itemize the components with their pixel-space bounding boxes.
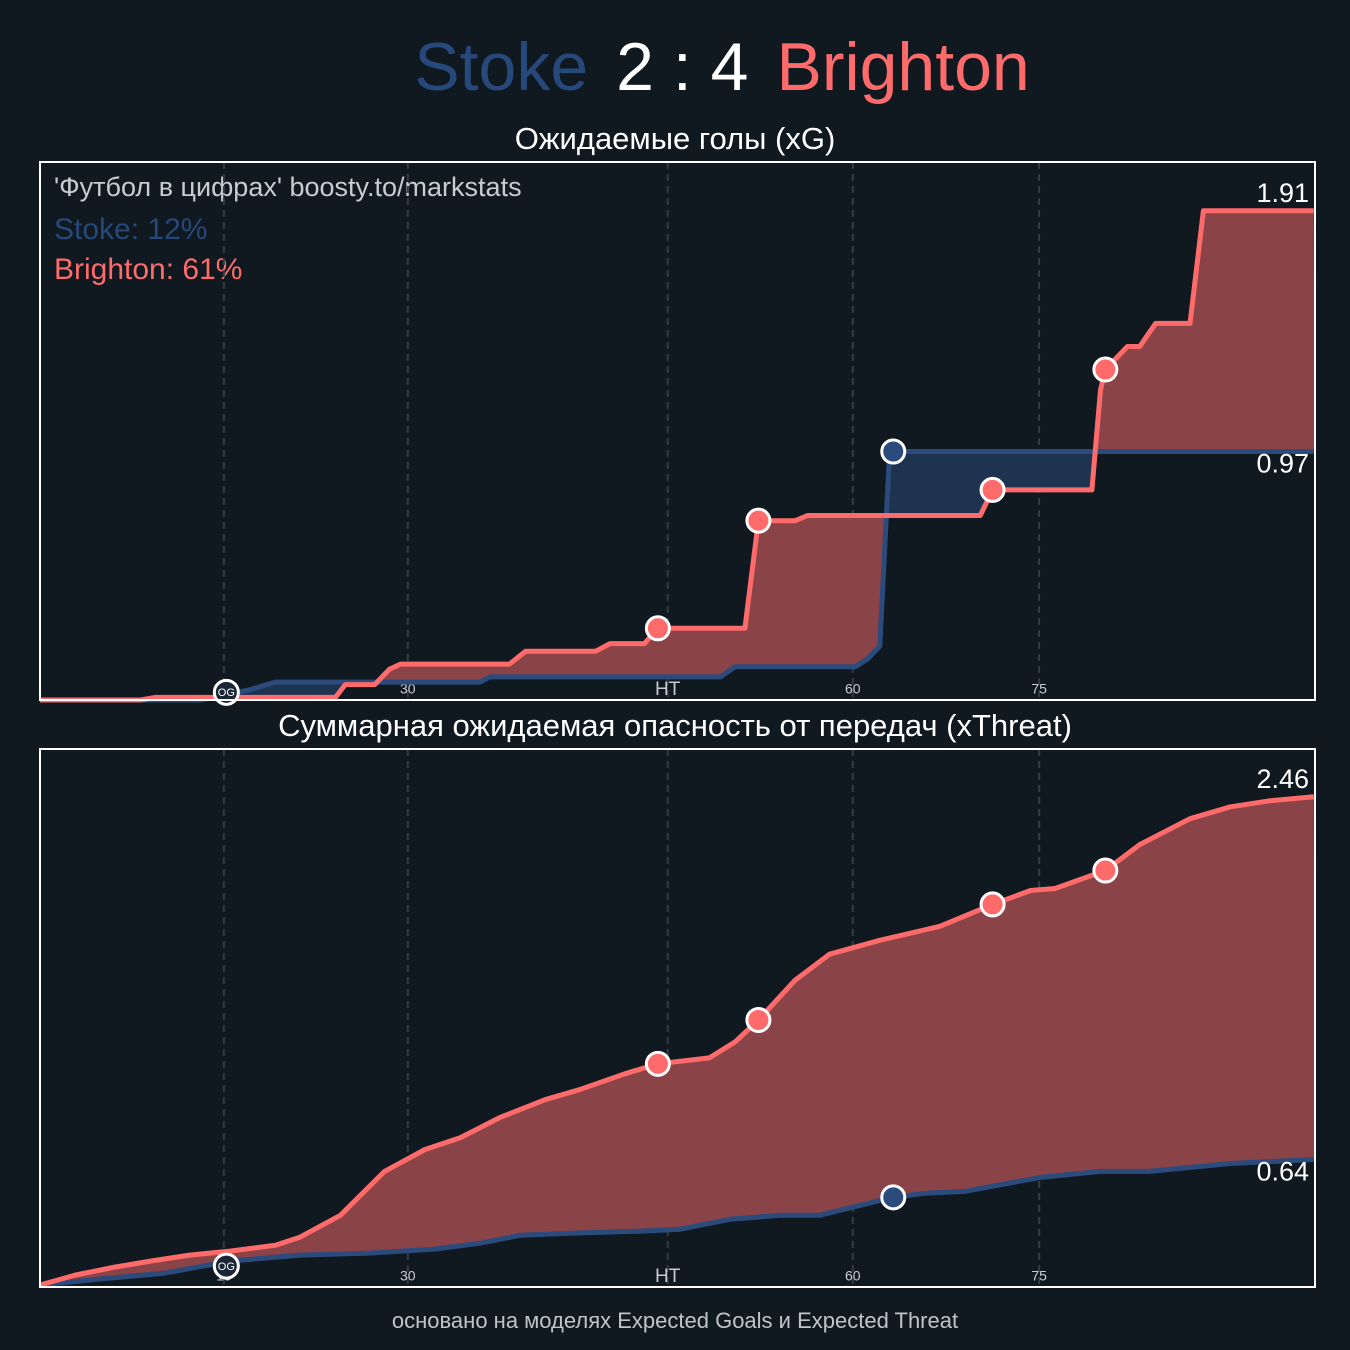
- goal-marker: [212, 1252, 240, 1280]
- goal-marker: [212, 678, 240, 706]
- x-tick-label: 75: [1031, 1268, 1047, 1284]
- lead-area: [40, 796, 1315, 1285]
- score: 2 : 4: [616, 29, 748, 105]
- away-team: Brighton: [776, 29, 1029, 105]
- panel-frame: [39, 161, 1316, 701]
- home-probability: Stoke: 12%: [54, 213, 207, 246]
- x-tick-label: 60: [845, 681, 861, 697]
- goal-label: OG: [218, 1261, 235, 1273]
- goal-marker: [979, 476, 1006, 503]
- chart-title: Ожидаемые голы (xG): [515, 121, 836, 156]
- series-line: [40, 208, 1314, 703]
- end-value-label: 2.46: [1256, 764, 1309, 794]
- goal-marker: [979, 891, 1006, 918]
- x-tick-label: 60: [845, 1268, 861, 1284]
- x-tick-label: HT: [655, 1266, 681, 1287]
- x-tick-label: 30: [400, 681, 416, 697]
- footer: основано на моделях Expected Goals и Exp…: [392, 1308, 958, 1333]
- goal-marker: [1092, 356, 1119, 383]
- goal-marker: [745, 1006, 772, 1033]
- end-value-label: 0.97: [1256, 449, 1309, 479]
- series-line: [40, 449, 1314, 703]
- goal-marker: [644, 615, 671, 642]
- goal-marker: [644, 1050, 671, 1077]
- x-tick-label: 30: [400, 1268, 416, 1284]
- watermark: 'Футбол в цифрах' boosty.to/markstats: [54, 172, 522, 202]
- end-value-label: 0.64: [1256, 1157, 1309, 1187]
- series-line: [39, 1157, 1314, 1288]
- goal-marker: [745, 507, 772, 534]
- panel-frame: [39, 748, 1316, 1288]
- x-tick-label: HT: [655, 679, 681, 700]
- away-probability: Brighton: 61%: [54, 253, 242, 286]
- goal-marker: [880, 438, 907, 465]
- goal-marker: [880, 1184, 907, 1211]
- home-team: Stoke: [414, 29, 588, 105]
- match-header: Stoke 2 : 4 Brighton: [414, 29, 1030, 105]
- goal-marker: [1092, 857, 1119, 884]
- goal-label: OG: [218, 687, 235, 699]
- end-value-label: 1.91: [1256, 178, 1309, 208]
- x-tick-label: 75: [1031, 681, 1047, 697]
- chart-title: Суммарная ожидаемая опасность от передач…: [278, 708, 1072, 743]
